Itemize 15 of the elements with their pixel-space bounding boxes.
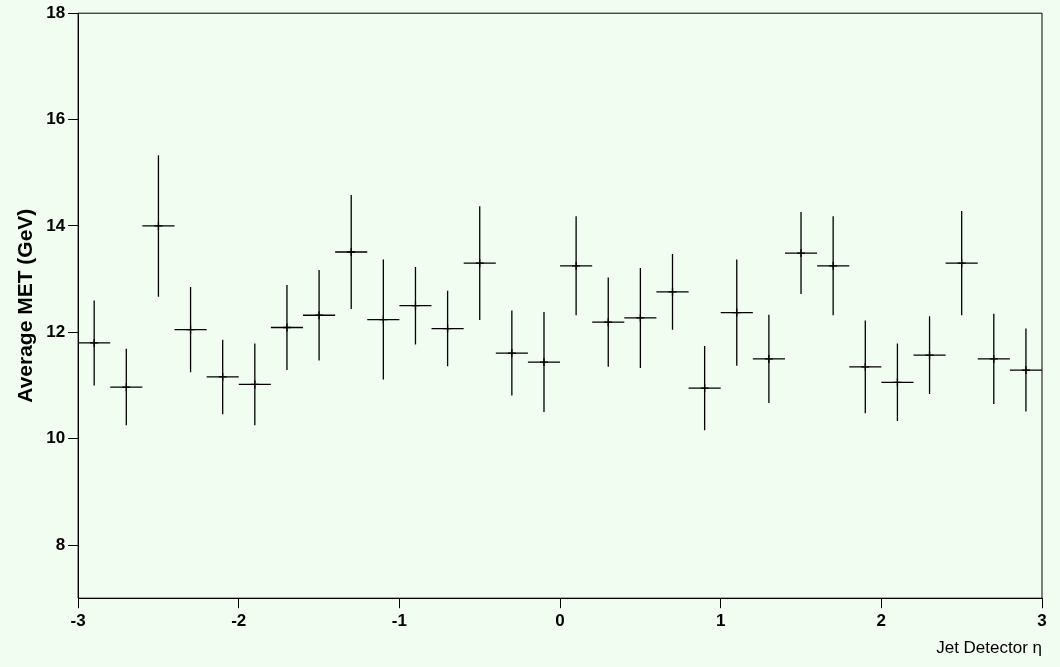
- x-axis-title: Jet Detector η: [936, 638, 1042, 658]
- x-tick-label: 2: [876, 611, 887, 631]
- y-tick-label: 18: [46, 2, 66, 22]
- y-tick-label: 14: [46, 215, 66, 235]
- x-tick-label: 0: [555, 611, 565, 631]
- x-tick-label: -3: [70, 611, 86, 631]
- y-tick-label: 8: [55, 534, 66, 554]
- x-tick-label: -1: [391, 611, 407, 631]
- y-tick-label: 10: [46, 428, 66, 448]
- x-tick-label: 3: [1037, 611, 1047, 631]
- y-axis-title: Average MET (GeV): [13, 208, 37, 403]
- y-tick-label: 16: [46, 109, 66, 129]
- x-tick-label: 1: [715, 611, 726, 631]
- x-tick-label: -2: [231, 611, 247, 631]
- y-tick-label: 12: [46, 321, 66, 341]
